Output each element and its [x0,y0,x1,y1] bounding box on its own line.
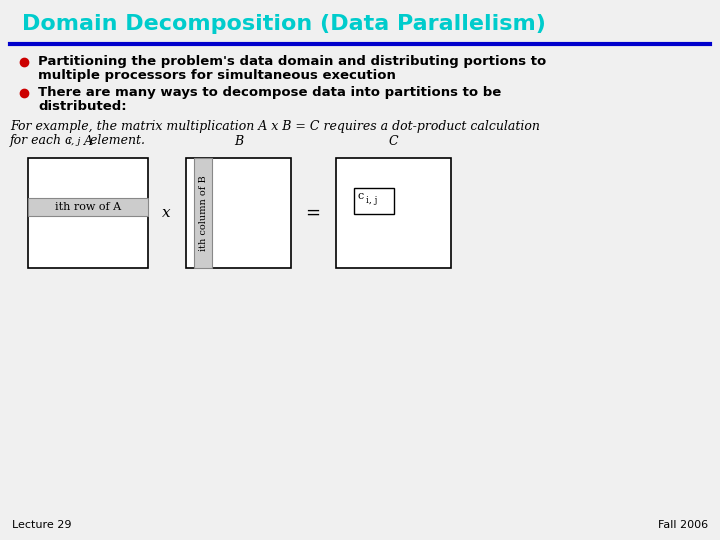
Bar [28,198,148,216]
Text: for each c: for each c [10,134,73,147]
Text: Partitioning the problem's data domain and distributing portions to: Partitioning the problem's data domain a… [38,55,546,68]
Text: ith column of B: ith column of B [199,175,207,251]
Text: i, j: i, j [366,196,377,205]
Text: =: = [305,204,320,222]
Bar [186,158,291,268]
Text: i, j: i, j [68,137,81,146]
Text: element.: element. [86,134,145,147]
Text: C: C [389,135,398,148]
Text: multiple processors for simultaneous execution: multiple processors for simultaneous exe… [38,69,396,82]
Text: ith row of A: ith row of A [55,202,121,212]
Text: Lecture 29: Lecture 29 [12,520,71,530]
Text: B: B [234,135,243,148]
Text: A: A [84,135,92,148]
Text: c: c [358,191,364,201]
Text: There are many ways to decompose data into partitions to be: There are many ways to decompose data in… [38,86,501,99]
Text: For example, the matrix multiplication A x B = C requires a dot-product calculat: For example, the matrix multiplication A… [10,120,540,133]
Bar [194,158,212,268]
Text: x: x [162,206,171,220]
Bar [354,188,394,214]
Text: Fall 2006: Fall 2006 [658,520,708,530]
Text: Domain Decomposition (Data Parallelism): Domain Decomposition (Data Parallelism) [22,14,546,34]
Bar [28,158,148,268]
Bar [336,158,451,268]
Text: distributed:: distributed: [38,100,127,113]
